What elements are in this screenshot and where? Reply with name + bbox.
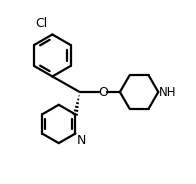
Text: NH: NH: [159, 86, 177, 98]
Text: N: N: [76, 135, 86, 147]
Text: Cl: Cl: [35, 17, 48, 30]
Text: O: O: [99, 86, 108, 98]
